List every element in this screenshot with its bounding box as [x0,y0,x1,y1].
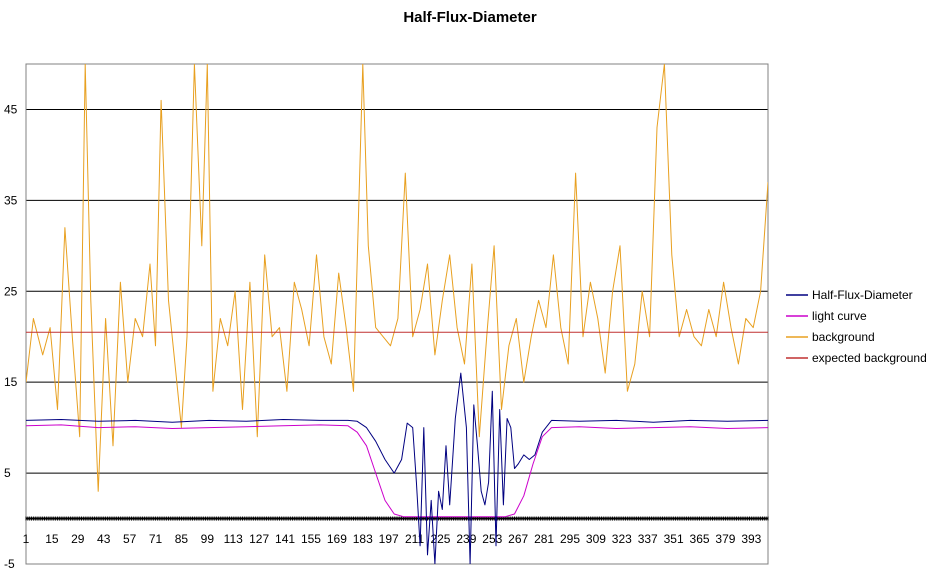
x-tick-label: 183 [353,532,373,546]
x-tick-label: 197 [379,532,399,546]
series-line-light-curve [26,424,768,518]
legend-label: expected background [812,351,927,365]
legend: Half-Flux-Diameter light curve background e… [786,288,927,365]
x-tick-label: 169 [327,532,347,546]
x-tick-label: 15 [45,532,59,546]
y-tick-label: -5 [4,557,15,571]
x-tick-label: 281 [534,532,554,546]
x-tick-label: 267 [508,532,528,546]
legend-label: Half-Flux-Diameter [812,288,913,302]
x-tick-label: 379 [715,532,735,546]
x-tick-label: 57 [123,532,137,546]
x-tick-label: 253 [482,532,502,546]
gridlines [26,108,768,474]
x-tick-label: 71 [149,532,163,546]
x-tick-label: 127 [249,532,269,546]
legend-label: background [812,330,875,344]
x-tick-label: 155 [301,532,321,546]
y-tick-label: 5 [4,466,11,480]
x-tick-label: 211 [405,532,424,546]
x-tick-label: 323 [612,532,632,546]
x-tick-label: 85 [175,532,189,546]
x-tick-label: 337 [638,532,658,546]
x-axis: 1 15 29 43 57 71 85 99 113 127 141 155 169 183 197 211 2… [23,516,769,546]
x-tick-label: 239 [456,532,476,546]
plot-area [25,63,769,565]
x-tick-label: 29 [71,532,85,546]
x-tick-label: 393 [741,532,761,546]
y-axis: -5 5 15 25 35 45 [4,102,18,571]
x-tick-label: 113 [224,532,243,546]
y-tick-label: 25 [4,284,18,298]
x-tick-label: 351 [664,532,684,546]
x-tick-label: 309 [586,532,606,546]
y-tick-label: 45 [4,102,18,116]
series-line-half-flux-diameter [26,372,768,564]
x-tick-label: 43 [97,532,111,546]
x-tick-label: 141 [275,532,295,546]
legend-label: light curve [812,309,867,323]
x-tick-label: 99 [201,532,215,546]
x-tick-label: 295 [560,532,580,546]
x-tick-label: 365 [690,532,710,546]
series-line-background [26,64,768,492]
series-layer [26,64,768,564]
chart-title: Half-Flux-Diameter [403,9,537,26]
x-tick-label: 1 [23,532,30,546]
y-tick-label: 35 [4,193,18,207]
y-tick-label: 15 [4,375,18,389]
